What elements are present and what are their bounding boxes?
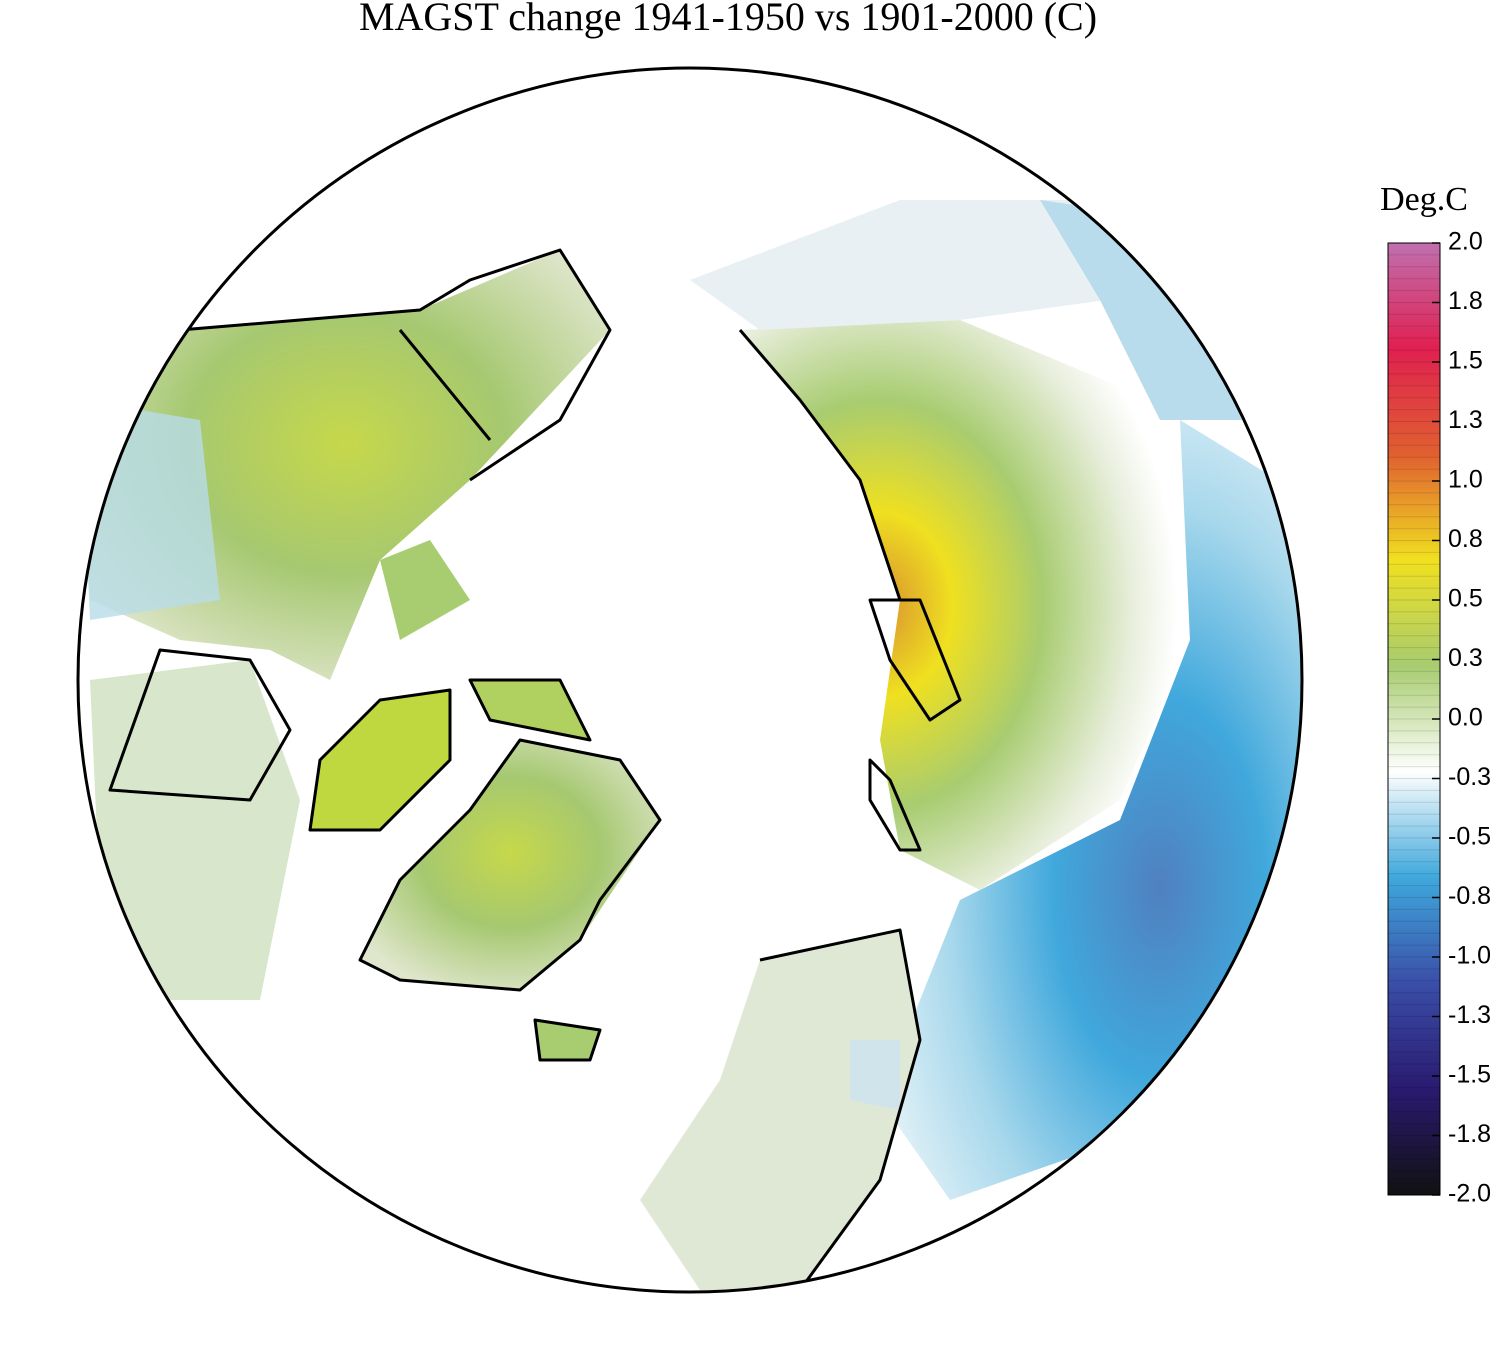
colorbar-tick-label: 2.0 (1448, 228, 1483, 256)
colorbar-tick-label: -0.8 (1448, 882, 1491, 910)
colorbar-tick-label: 1.3 (1448, 406, 1483, 434)
colorbar-tick-label: -1.0 (1448, 942, 1491, 970)
colorbar-tick-label: -1.8 (1448, 1120, 1491, 1148)
colorbar-label: Deg.C (1380, 181, 1468, 218)
colorbar: 2.0 1.8 1.5 1.3 1.0 0.8 0.5 0.3 0.0 -0.3 -0.5 -0.8 -… (1387, 228, 1491, 1208)
colorbar-tick-label: -0.5 (1448, 823, 1491, 851)
colorbar-fill (1387, 242, 1441, 1196)
colorbar-tick-label: 1.0 (1448, 466, 1483, 494)
colorbar-tick-label: -1.3 (1448, 1001, 1491, 1029)
colorbar-tick-label: 1.8 (1448, 287, 1483, 315)
colorbar-tick-label: 0.5 (1448, 585, 1483, 613)
colorbar-tick-label: 0.0 (1448, 704, 1483, 732)
title: MAGST change 1941-1950 vs 1901-2000 (C) (359, 0, 1097, 39)
colorbar-tick-label: 0.3 (1448, 644, 1483, 672)
colorbar-tick-label: -2.0 (1448, 1180, 1491, 1208)
colorbar-tick-label: 1.5 (1448, 347, 1483, 375)
colorbar-tick-label: -1.5 (1448, 1061, 1491, 1089)
colorbar-tick-label: -0.3 (1448, 763, 1491, 791)
map (78, 68, 1302, 1292)
colorbar-tick-label: 0.8 (1448, 525, 1483, 553)
map-border (76, 66, 1304, 1294)
